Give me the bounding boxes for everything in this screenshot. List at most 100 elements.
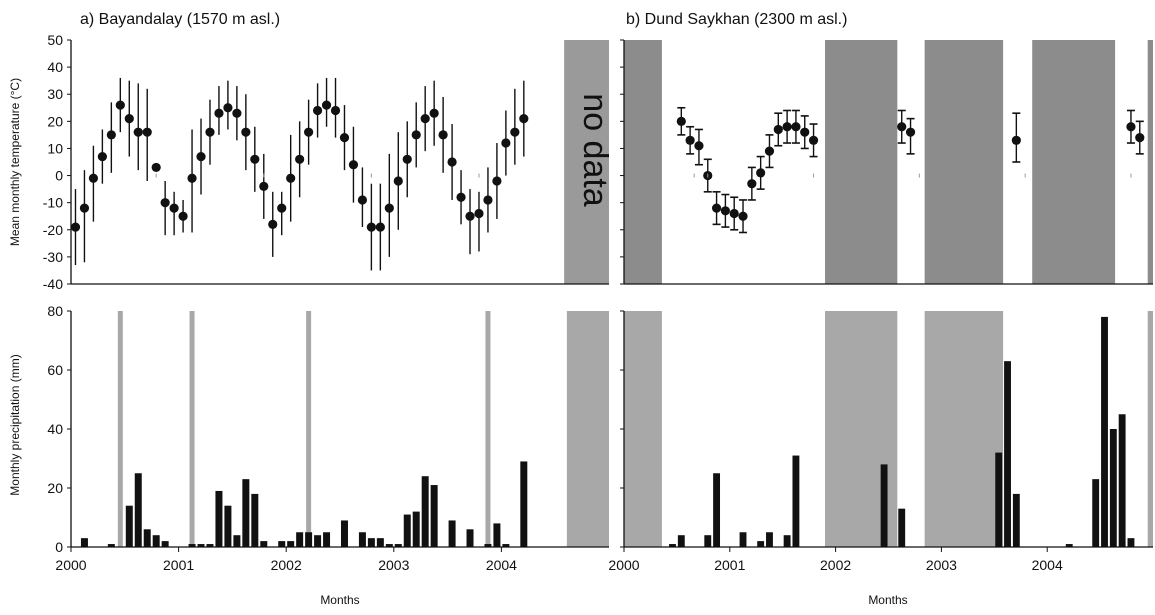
a-temp-point — [169, 203, 179, 213]
a-temp-y-tick-label: 30 — [47, 86, 63, 102]
b-precip-shade-0 — [624, 311, 662, 547]
a-precip-gray-marker-2 — [306, 311, 312, 547]
a-precip-bar — [107, 544, 115, 547]
a-temp-point — [160, 198, 170, 208]
a-temp-point — [304, 127, 314, 137]
b-precip-bar — [757, 541, 765, 547]
a-precip-x-tick-label: 2001 — [163, 557, 194, 573]
b-precip-bar — [669, 544, 676, 547]
b-temp-point — [764, 146, 775, 156]
a-temp-point — [393, 176, 403, 186]
b-precip-bar — [880, 464, 888, 547]
a-temp-point — [223, 103, 233, 113]
a-precip-bar — [206, 544, 214, 547]
a-precip-gray-marker-3 — [485, 311, 491, 547]
a-temp-y-tick-label: 10 — [47, 140, 63, 156]
b-temp-point — [773, 124, 783, 135]
a-precip-x-tick-label: 2004 — [486, 557, 517, 573]
b-temp-point — [791, 122, 801, 132]
a-temp-point — [429, 108, 439, 118]
a-temp-point — [214, 108, 224, 118]
a-temp-y-tick-label: 0 — [55, 168, 63, 184]
a-precip-bar — [493, 523, 501, 547]
a-temp-point — [277, 203, 287, 213]
a-precip-bar — [367, 538, 375, 547]
a-precip-bar — [394, 544, 402, 547]
a-precip-bar — [134, 473, 142, 547]
a-precip-bar — [251, 493, 259, 547]
b-temp-shade-1 — [825, 40, 898, 284]
a-precip-bar — [296, 532, 304, 547]
a-temp-y-tick-label: -20 — [43, 222, 63, 238]
a-precip-bar — [403, 514, 411, 547]
temp-y-axis-label: Mean monthly temperature (°C) — [8, 78, 22, 246]
a-precip-bar — [143, 529, 151, 547]
a-precip-y-tick-label: 40 — [47, 421, 63, 437]
a-precip-bar — [484, 544, 492, 547]
a-temp-point — [510, 127, 520, 137]
b-precip-x-tick-label: 2001 — [714, 557, 745, 573]
b-precip-shade-2 — [924, 311, 1004, 547]
b-temp-point — [711, 203, 722, 213]
a-precip-bar — [421, 476, 429, 547]
a-precip-bar — [466, 529, 474, 547]
a-precip-bar — [287, 541, 295, 547]
a-temp-point — [205, 127, 215, 137]
a-temp-point — [348, 160, 359, 170]
a-precip-bar — [385, 544, 393, 547]
b-temp-point — [782, 122, 792, 132]
a-temp-point — [501, 138, 511, 148]
a-temp-point — [465, 211, 475, 221]
a-temp-point — [88, 173, 99, 183]
a-temp-point — [384, 203, 394, 213]
a-temp-point — [187, 173, 197, 183]
a-precip-bar — [125, 505, 133, 547]
precip-y-axis-label: Monthly precipitation (mm) — [8, 354, 22, 495]
b-precip-bar — [1101, 316, 1108, 547]
a-precip-bar — [305, 532, 313, 547]
a-precip-bar — [448, 520, 456, 547]
data-marks — [70, 77, 1145, 547]
a-temp-y-tick-label: 20 — [47, 113, 63, 129]
b-temp-point — [747, 179, 757, 189]
b-precip-bar — [1127, 538, 1135, 547]
a-precip-bar — [278, 541, 286, 547]
b-precip-bar — [713, 473, 721, 547]
a-temp-point — [250, 154, 260, 164]
b-precip-bar — [898, 508, 906, 547]
a-temp-point — [420, 114, 430, 124]
a-temp-point — [142, 127, 152, 137]
axes: -40 -30 -20 -10 0 10 20 30 40 50 0 20 40 60 80 2000 2001… — [43, 32, 1153, 573]
a-temp-point — [312, 105, 323, 116]
a-precip-y-tick-label: 60 — [47, 362, 63, 378]
b-temp-point — [738, 211, 748, 221]
a-precip-bar — [412, 511, 420, 547]
b-precip-bar — [766, 532, 773, 547]
a-temp-y-tick-label: -10 — [43, 195, 63, 211]
b-precip-bar — [1065, 544, 1073, 547]
a-temp-point — [151, 162, 161, 173]
a-temp-point — [295, 154, 305, 164]
x-axis-label-left: Months — [320, 593, 359, 607]
a-precip-y-tick-label: 80 — [47, 303, 63, 319]
a-precip-bar — [314, 535, 322, 547]
a-precip-bar — [197, 544, 205, 547]
a-temp-point — [357, 195, 368, 205]
a-temp-point — [375, 222, 385, 232]
b-precip-bar — [704, 535, 712, 547]
a-temp-point — [492, 176, 502, 186]
a-temp-point — [339, 133, 350, 143]
b-temp-point — [897, 122, 907, 132]
b-precip-bar — [1109, 429, 1117, 547]
title-bayandalay: a) Bayandalay (1570 m asl.) — [80, 11, 280, 28]
a-precip-shade-0 — [566, 311, 609, 547]
b-temp-point — [756, 168, 766, 178]
a-temp-point — [456, 192, 466, 202]
b-temp-shade-0 — [624, 40, 662, 284]
a-temp-point — [438, 130, 448, 140]
b-precip-bar — [1118, 414, 1126, 547]
b-precip-x-tick-label: 2000 — [608, 557, 639, 573]
b-precip-bar — [1004, 361, 1011, 547]
a-precip-y-tick-label: 20 — [47, 480, 63, 496]
